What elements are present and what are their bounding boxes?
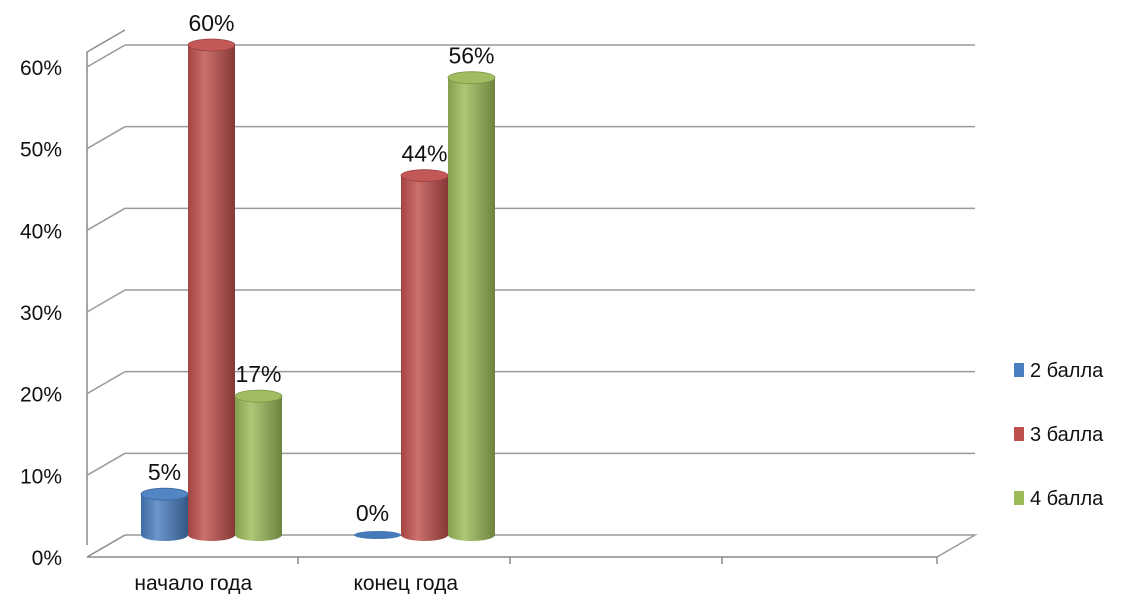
- y-tick-label: 40%: [20, 220, 62, 243]
- legend-swatch: [1014, 491, 1024, 505]
- legend-swatch: [1014, 427, 1024, 441]
- bar-flat: [354, 531, 401, 539]
- bar-body: [235, 396, 282, 541]
- data-label: 0%: [356, 500, 389, 526]
- bar-top: [400, 169, 449, 183]
- gridline-side: [86, 371, 126, 395]
- y-tick-label: 30%: [20, 302, 62, 325]
- y-tick-label: 60%: [20, 57, 62, 80]
- bar: [140, 487, 189, 541]
- legend-label: 4 балла: [1030, 488, 1104, 510]
- bars: [140, 38, 496, 542]
- data-labels: 5% 60% 17% 0% 44% 56%: [148, 10, 495, 526]
- y-tick-label: 10%: [20, 465, 62, 488]
- legend-swatch: [1014, 363, 1024, 377]
- bar: [400, 169, 449, 541]
- bar-body: [188, 45, 235, 541]
- data-label: 17%: [235, 361, 281, 387]
- bar-top: [140, 487, 189, 501]
- bar-top: [447, 71, 496, 85]
- legend-label: 3 балла: [1030, 424, 1104, 446]
- data-label: 5%: [148, 459, 181, 485]
- bar-body: [401, 175, 448, 541]
- gridline-side: [86, 452, 126, 476]
- data-label: 56%: [448, 43, 494, 69]
- x-axis-tick-labels: начало года конец года: [134, 572, 458, 595]
- legend-label: 2 балла: [1030, 360, 1104, 382]
- bar: [234, 389, 283, 541]
- x-tick-label: начало года: [134, 572, 252, 594]
- gridline-side: [86, 289, 126, 313]
- y-axis-tick-labels: 0% 10% 20% 30% 40% 50% 60%: [20, 57, 62, 570]
- bar-body: [448, 77, 495, 542]
- bar: [354, 531, 401, 539]
- x-tick-label: конец года: [353, 572, 458, 594]
- y-axis-line: [86, 29, 126, 545]
- gridlines: [86, 44, 975, 476]
- y-tick-label: 50%: [20, 139, 62, 162]
- bar: [447, 71, 496, 542]
- floor-side-edge: [86, 534, 126, 558]
- bar: [187, 38, 236, 541]
- bar-top: [234, 389, 283, 403]
- data-label: 60%: [188, 10, 234, 36]
- y-tick-label: 20%: [20, 384, 62, 407]
- bar-top: [187, 38, 236, 52]
- data-label: 44%: [401, 141, 447, 167]
- bar-body: [141, 494, 188, 541]
- gridline-side: [86, 207, 126, 231]
- legend: 2 балла 3 балла 4 балла: [1014, 360, 1104, 510]
- gridline-side: [86, 126, 126, 150]
- y-tick-label: 0%: [32, 547, 62, 570]
- gridline-side: [86, 44, 126, 68]
